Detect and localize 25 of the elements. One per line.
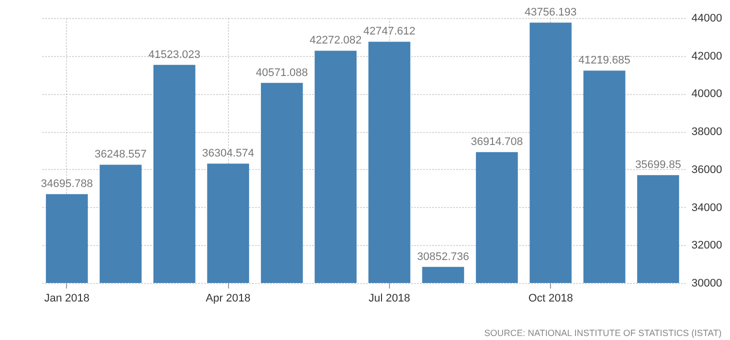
- y-tick-label: 36000: [692, 164, 722, 176]
- y-tick-label: 40000: [692, 88, 722, 100]
- data-label: 42747.612: [363, 26, 416, 38]
- data-label: 43756.193: [524, 6, 577, 19]
- y-tick-label: 32000: [692, 240, 722, 252]
- x-tick-label: Jan 2018: [44, 292, 90, 304]
- data-label: 35699.85: [635, 159, 682, 172]
- data-label: 36304.574: [202, 148, 254, 160]
- data-label: 41523.023: [148, 48, 200, 61]
- source-note: SOURCE: NATIONAL INSTITUTE OF STATISTICS (ISTAT): [484, 328, 722, 338]
- data-label: 30852.736: [417, 250, 470, 263]
- y-tick-label: 42000: [692, 50, 722, 62]
- data-label: 36914.708: [470, 136, 523, 148]
- x-tick-label: Jul 2018: [368, 292, 410, 304]
- data-label: 42272.082: [310, 34, 362, 47]
- data-label: 34695.788: [40, 178, 93, 190]
- y-tick-label: 34000: [692, 202, 722, 214]
- data-label: 41219.685: [578, 54, 630, 67]
- y-tick-label: 44000: [692, 12, 722, 24]
- x-tick-label: Apr 2018: [206, 292, 250, 304]
- y-tick-label: 38000: [692, 126, 722, 138]
- x-tick-label: Oct 2018: [528, 292, 573, 304]
- data-label: 36248.557: [94, 148, 147, 161]
- y-tick-label: 30000: [692, 278, 722, 290]
- data-label: 40571.088: [256, 66, 308, 79]
